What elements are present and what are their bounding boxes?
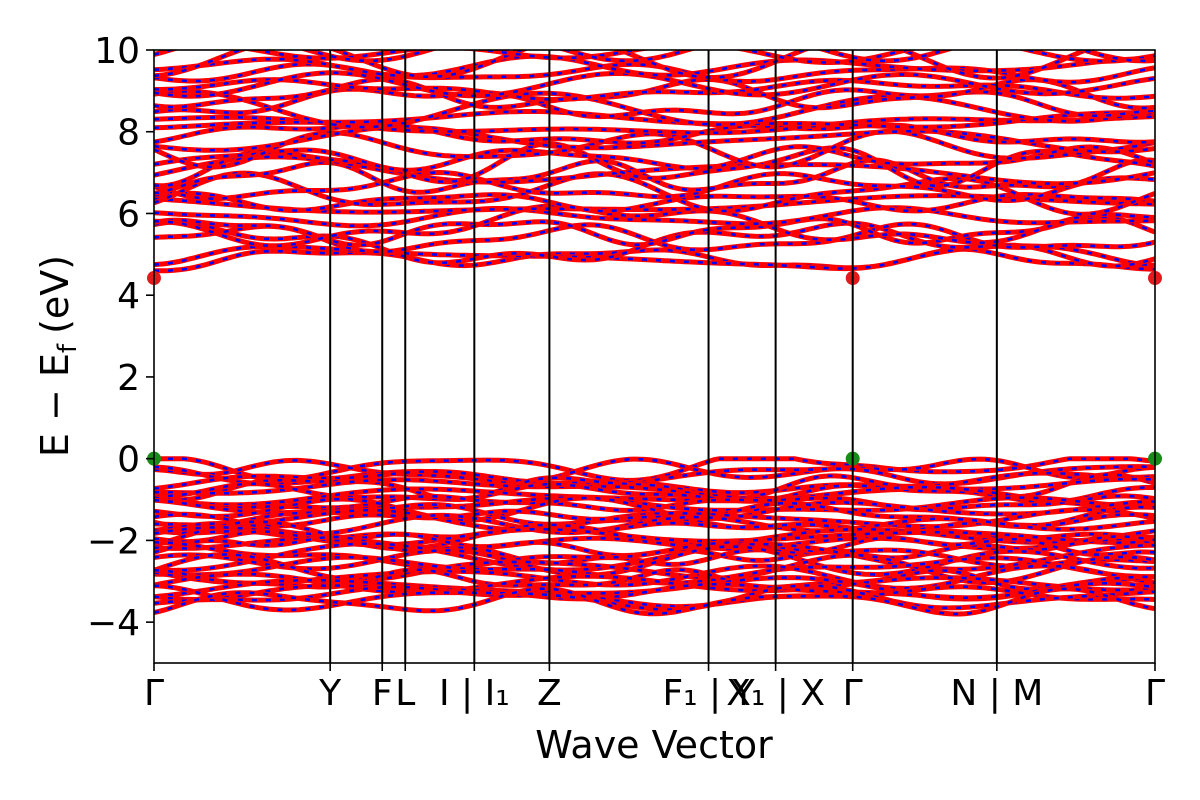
x-tick-label: F (372, 673, 393, 714)
y-tick-label: 10 (94, 31, 140, 72)
band-line-blue (154, 90, 1155, 129)
band-line-blue (154, 542, 1155, 572)
band-line-red (154, 584, 1155, 610)
band-line-red (154, 539, 1155, 571)
y-tick-label: 6 (117, 194, 140, 235)
band-line-blue (154, 145, 1155, 172)
x-tick-label: X₁ | X (726, 673, 825, 714)
x-tick-label: Y (318, 673, 342, 714)
band-line-blue (154, 204, 1155, 248)
band-line-blue (154, 247, 1155, 273)
band-line-blue (154, 171, 1155, 202)
band-line-red (154, 484, 1155, 508)
plot-frame (153, 49, 1156, 664)
y-tick-label: −4 (87, 603, 140, 644)
y-tick-label: 4 (117, 276, 140, 317)
y-tick-label: 0 (117, 440, 140, 481)
band-line-red (154, 205, 1155, 229)
y-axis-label-unit: (eV) (33, 255, 77, 334)
x-tick-label: Z (537, 673, 562, 714)
x-tick-label: L (395, 673, 415, 714)
band-line-blue (154, 496, 1155, 522)
band-lines (154, 50, 1155, 617)
band-line-blue (154, 50, 1155, 63)
band-line-red (154, 141, 1155, 189)
band-line-blue (154, 473, 1155, 501)
y-axis-ticks: −4 −2 0 2 4 6 8 10 (87, 31, 154, 644)
band-line-red (154, 580, 1155, 603)
y-tick-label: −2 (87, 521, 140, 562)
y-axis-label: E − Ef (eV) (33, 255, 83, 457)
x-tick-label: Γ (843, 673, 863, 714)
band-line-blue (154, 457, 1155, 484)
y-axis-label-sub: f (53, 343, 83, 353)
band-line-blue (154, 545, 1155, 577)
y-axis-label-main: E − E (33, 353, 77, 457)
band-line-blue (154, 555, 1155, 585)
y-tick-label: 2 (117, 358, 140, 399)
band-line-blue (154, 564, 1155, 590)
x-tick-label: N | M (950, 673, 1043, 714)
band-line-blue (154, 171, 1155, 216)
x-tick-label: F₁ | Y (662, 673, 755, 714)
band-line-blue (154, 125, 1155, 153)
y-tick-label: 8 (117, 113, 140, 154)
band-line-blue (154, 55, 1155, 77)
x-tick-label: Γ (1145, 673, 1165, 714)
band-line-blue (154, 158, 1155, 195)
band-line-blue (154, 508, 1155, 531)
band-line-blue (154, 584, 1155, 612)
band-line-blue (154, 122, 1155, 145)
x-axis-label: Wave Vector (535, 723, 773, 767)
band-line-red (154, 476, 1155, 501)
x-tick-label: Γ (144, 673, 164, 714)
band-line-blue (154, 520, 1155, 550)
band-line-blue (154, 50, 1090, 80)
band-line-blue (248, 50, 1155, 64)
high-symmetry-lines (329, 50, 998, 663)
x-tick-label: I | I₁ (439, 673, 510, 714)
band-line-blue (154, 244, 1155, 270)
band-line-blue (154, 587, 1155, 616)
